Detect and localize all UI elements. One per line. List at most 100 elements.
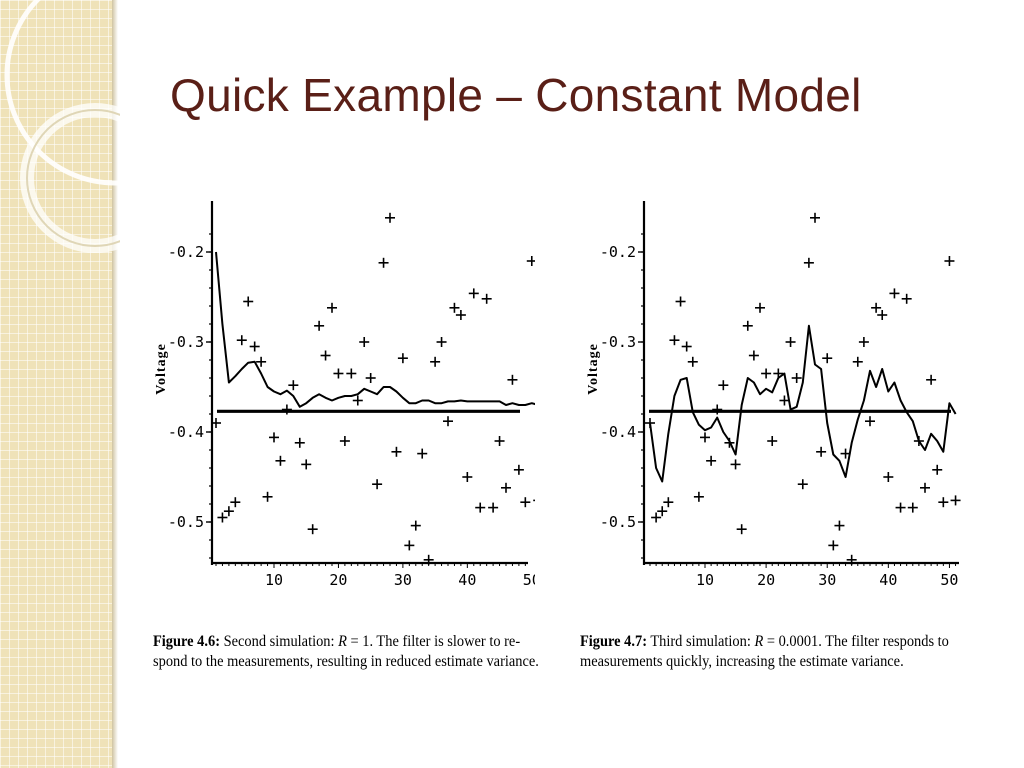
measurement-point: [761, 368, 772, 379]
measurement-point: [755, 302, 765, 313]
measurement-point: [822, 353, 833, 364]
caption-text: Second simulation:: [220, 633, 339, 650]
measurement-point: [767, 436, 778, 446]
x-tick-label: 40: [879, 571, 897, 589]
measurement-point: [436, 337, 447, 347]
measurement-point: [669, 335, 680, 346]
caption-value: 1: [362, 633, 370, 650]
measurement-point: [816, 446, 827, 457]
measurement-point: [443, 416, 453, 427]
measurement-point: [938, 497, 949, 508]
measurement-point: [785, 337, 796, 347]
measurement-point: [810, 212, 820, 223]
measurement-point: [501, 482, 511, 493]
measurement-point: [944, 256, 955, 266]
measurement-point: [352, 395, 363, 406]
measurement-point: [693, 491, 704, 502]
measurement-point: [513, 464, 524, 475]
measurement-point: [301, 459, 312, 470]
sidebar-edge: [112, 0, 118, 768]
measurement-point: [736, 524, 747, 535]
caption-line-2: spond to the measurements, resulting in …: [153, 653, 539, 670]
measurement-point: [651, 512, 662, 523]
measurement-point: [243, 296, 254, 307]
measurement-point: [481, 293, 492, 304]
figure-4-6-caption: Figure 4.6: Second simulation: R = 1. Th…: [153, 632, 539, 672]
measurement-point: [840, 448, 851, 459]
measurement-point: [462, 472, 473, 482]
measurement-point: [262, 491, 273, 502]
measurement-point: [339, 436, 350, 446]
measurement-point: [730, 459, 741, 470]
x-tick-label: 30: [818, 571, 836, 589]
measurement-point: [378, 257, 389, 268]
measurement-point: [645, 418, 655, 428]
measurement-point: [256, 356, 267, 367]
measurement-point: [320, 350, 331, 361]
measurement-point: [797, 479, 808, 490]
caption-text-rest: . The filter is slower to re-: [369, 633, 521, 650]
measurement-point: [314, 320, 325, 331]
figure-4-7-caption: Figure 4.7: Third simulation: R = 0.0001…: [580, 632, 949, 672]
measurement-point: [385, 212, 395, 223]
caption-variable: R: [754, 633, 764, 650]
x-tick-label: 10: [696, 571, 714, 589]
measurement-point: [791, 373, 802, 383]
measurement-point: [724, 437, 735, 448]
x-tick-label: 50: [940, 571, 958, 589]
measurement-point: [779, 395, 790, 406]
measurement-point: [526, 256, 535, 266]
measurement-point: [275, 455, 286, 466]
measurement-point: [858, 337, 869, 347]
measurement-point: [718, 380, 729, 391]
measurement-point: [706, 455, 717, 466]
measurement-point: [926, 374, 937, 385]
measurement-point: [223, 506, 234, 517]
measurement-point: [520, 497, 531, 508]
measurement-point: [423, 554, 434, 565]
figure-4-6-chart: -0.2 -0.3 -0.4 -0.5 10 20 30 40 50 Voltage: [154, 201, 535, 589]
measurement-point: [913, 436, 924, 446]
measurement-point: [920, 482, 930, 493]
x-tick-label: 40: [458, 571, 476, 589]
measurement-point: [217, 512, 228, 523]
caption-value: 0.0001: [778, 633, 819, 650]
measurement-point: [249, 341, 260, 352]
y-tick-label: -0.4: [600, 423, 636, 441]
x-tick-label: 30: [394, 571, 412, 589]
measurement-point: [391, 446, 402, 457]
caption-variable: R: [338, 633, 347, 650]
caption-text: Third simulation:: [647, 633, 755, 650]
measurement-point: [687, 356, 698, 367]
measurement-point: [865, 416, 875, 427]
measurement-point: [657, 506, 668, 517]
measurement-point: [877, 310, 888, 320]
figure-4-7-chart: -0.2 -0.3 -0.4 -0.5 10 20 30 40 50 Voltage: [586, 201, 961, 589]
measurement-point: [883, 472, 894, 482]
measurement-point: [365, 373, 376, 383]
measurement-point: [410, 520, 421, 531]
measurement-point: [327, 302, 337, 313]
measurement-point: [488, 502, 499, 513]
measurement-point: [455, 310, 466, 320]
y-axis-label: Voltage: [586, 343, 601, 395]
measurement-point: [404, 540, 415, 551]
measurement-point: [663, 497, 674, 508]
estimate-line: [649, 324, 957, 483]
measurement-point: [294, 437, 305, 448]
y-tick-label: -0.5: [600, 513, 636, 531]
caption-equals: =: [763, 633, 779, 650]
measurement-point: [852, 356, 863, 367]
measurement-point: [950, 495, 961, 506]
measurement-point: [507, 374, 518, 385]
x-tick-label: 20: [757, 571, 775, 589]
y-tick-label: -0.2: [600, 243, 636, 261]
measurement-point: [449, 302, 460, 313]
y-axis-label: Voltage: [154, 343, 169, 395]
measurement-point: [397, 353, 408, 364]
caption-line-2: measurements quickly, increasing the est…: [580, 653, 904, 670]
measurement-point: [712, 404, 723, 415]
measurement-point: [889, 288, 900, 299]
y-tick-label: -0.3: [600, 333, 636, 351]
figure-label: Figure 4.6:: [153, 633, 221, 650]
